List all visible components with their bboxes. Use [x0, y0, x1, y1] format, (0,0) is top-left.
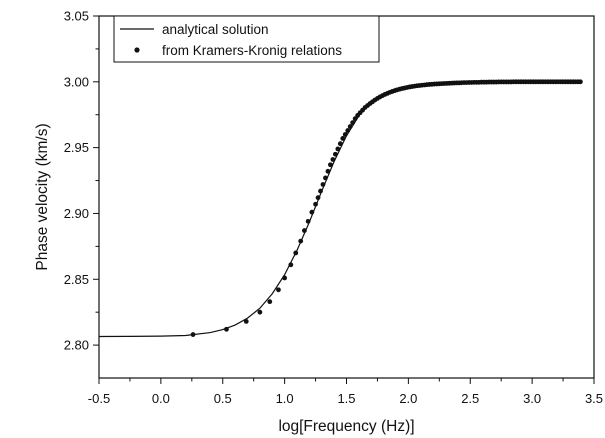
data-point-kramers-kronig	[315, 195, 321, 201]
x-tick-label: 1.5	[337, 391, 355, 406]
y-axis-title: Phase velocity (km/s)	[34, 123, 51, 270]
x-axis-title: log[Frequency (Hz)]	[278, 418, 414, 435]
x-tick-label: 0.5	[214, 391, 232, 406]
y-tick-label: 3.00	[64, 74, 89, 89]
y-tick-label: 2.85	[64, 272, 89, 287]
data-point-kramers-kronig	[224, 326, 229, 332]
data-point-kramers-kronig	[328, 162, 333, 168]
data-point-kramers-kronig	[309, 209, 315, 215]
x-tick-label: 2.5	[461, 391, 479, 406]
legend-swatch-point	[134, 47, 140, 53]
data-point-kramers-kronig	[340, 136, 346, 141]
data-point-kramers-kronig	[337, 141, 343, 147]
x-tick-label: -0.5	[88, 391, 110, 406]
data-point-kramers-kronig	[257, 309, 263, 315]
data-point-kramers-kronig	[313, 201, 318, 207]
data-point-kramers-kronig	[325, 168, 331, 174]
data-point-kramers-kronig	[288, 262, 294, 268]
x-tick-label: 0.0	[152, 391, 170, 406]
x-tick-label: 3.5	[585, 391, 603, 406]
data-point-kramers-kronig	[335, 146, 341, 152]
data-point-kramers-kronig	[298, 238, 304, 244]
legend-label: from Kramers-Kronig relations	[162, 43, 342, 58]
legend-box	[113, 15, 380, 63]
data-point-kramers-kronig	[332, 151, 338, 157]
y-tick-label: 3.05	[64, 9, 89, 24]
x-tick-label: 3.0	[523, 391, 541, 406]
data-point-kramers-kronig	[342, 132, 348, 137]
data-point-kramers-kronig	[190, 332, 196, 337]
y-tick-label: 2.80	[64, 338, 89, 353]
x-tick-label: 1.0	[276, 391, 294, 406]
data-point-kramers-kronig	[302, 228, 307, 233]
data-point-kramers-kronig	[305, 218, 311, 224]
y-tick-label: 2.90	[64, 206, 89, 221]
data-point-kramers-kronig	[276, 287, 281, 293]
data-point-kramers-kronig	[350, 120, 356, 126]
data-point-kramers-kronig	[352, 116, 358, 122]
data-point-kramers-kronig	[243, 319, 249, 324]
data-point-kramers-kronig	[347, 124, 353, 129]
y-tick-label: 2.95	[64, 140, 89, 155]
data-point-kramers-kronig	[320, 182, 326, 187]
x-tick-label: 2.0	[399, 391, 417, 406]
legend: analytical solution from Kramers-Kronig r…	[113, 15, 380, 63]
plot-area	[98, 79, 583, 338]
data-point-kramers-kronig	[318, 188, 323, 194]
data-point-kramers-kronig	[330, 157, 336, 162]
data-point-kramers-kronig	[282, 275, 288, 281]
legend-label: analytical solution	[162, 22, 269, 37]
data-point-kramers-kronig	[267, 299, 273, 305]
data-point-kramers-kronig	[293, 250, 299, 256]
data-point-kramers-kronig	[345, 128, 351, 133]
data-point-kramers-kronig	[577, 79, 583, 85]
data-point-kramers-kronig	[323, 175, 328, 181]
axes: -0.5 0.0 0.5 1.0 1.5 2.0 2.5 3.0 3.5 2.80 2.85 2.90…	[64, 9, 603, 407]
